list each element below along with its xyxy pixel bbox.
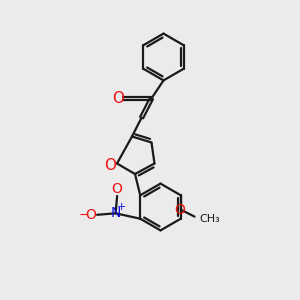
Text: O: O (112, 91, 124, 106)
Text: O: O (112, 182, 123, 196)
Text: O: O (85, 208, 96, 222)
Text: N: N (110, 206, 121, 220)
Text: O: O (104, 158, 116, 172)
Text: −: − (79, 209, 90, 222)
Text: O: O (174, 203, 185, 217)
Text: +: + (117, 202, 126, 212)
Text: CH₃: CH₃ (200, 214, 220, 224)
